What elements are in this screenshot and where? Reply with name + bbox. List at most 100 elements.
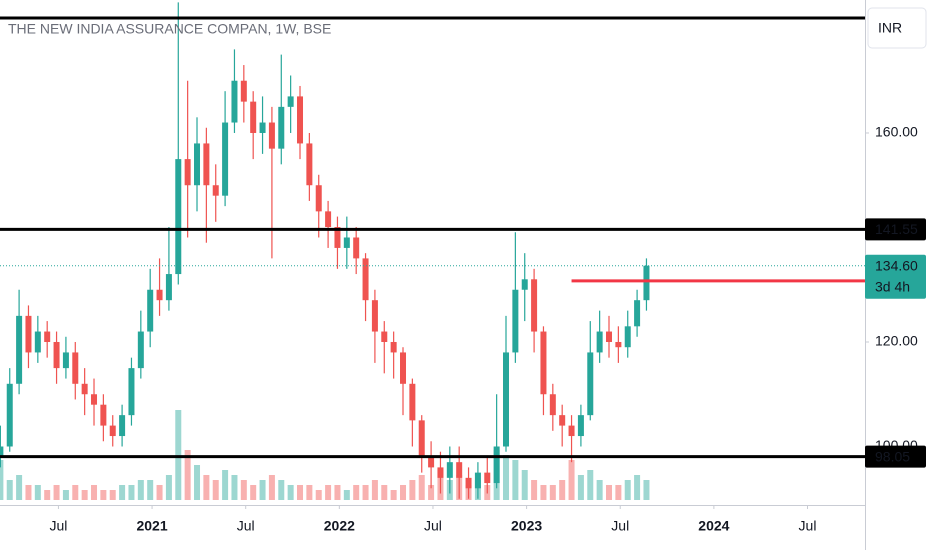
candle-body	[343, 237, 350, 248]
candle-body	[484, 472, 491, 484]
candle-body	[540, 331, 547, 395]
x-tick-label: Jul	[49, 518, 67, 534]
volume-bar	[400, 485, 407, 500]
volume-bar	[503, 455, 510, 500]
volume-bar	[606, 485, 613, 500]
candle-body	[194, 143, 201, 186]
candle-body	[306, 143, 313, 186]
currency-box[interactable]	[867, 7, 927, 49]
price-label: 141.55	[875, 221, 918, 237]
y-tick-label: 160.00	[875, 124, 918, 140]
candle-body	[259, 122, 266, 133]
candle-body	[297, 96, 304, 144]
candle-body	[390, 341, 397, 353]
volume-bar	[25, 485, 32, 500]
candle-body	[62, 352, 69, 369]
volume-bar	[315, 490, 322, 500]
candle-body	[240, 80, 247, 102]
candle-body	[474, 472, 481, 489]
volume-bar	[521, 470, 528, 500]
volume-bar	[212, 480, 219, 500]
last-price-box	[865, 254, 926, 299]
candle-body	[362, 258, 369, 301]
candle-body	[268, 122, 275, 149]
volume-bar	[62, 490, 69, 500]
x-tick-label: Jul	[424, 518, 442, 534]
volume-bar	[615, 485, 622, 500]
candle-body	[109, 425, 116, 437]
candle-body	[559, 415, 566, 426]
candle-body	[503, 352, 510, 447]
volume-bar	[512, 460, 519, 500]
candle-body	[615, 341, 622, 348]
candle-body	[493, 446, 500, 484]
candle-body	[231, 80, 238, 123]
volume-bar	[306, 485, 313, 500]
candle-body	[156, 289, 163, 301]
volume-bar	[577, 475, 584, 500]
volume-bar	[428, 485, 435, 500]
candle-body	[521, 279, 528, 290]
candle-body	[100, 404, 107, 426]
candle-body	[6, 383, 13, 447]
volume-bar	[381, 485, 388, 500]
candle-body	[91, 394, 98, 405]
candle-body	[381, 331, 388, 342]
currency[interactable]: INR	[878, 20, 902, 36]
volume-bar	[147, 480, 154, 500]
volume-bar	[268, 475, 275, 500]
candle-body	[353, 237, 360, 259]
candle-body	[577, 415, 584, 437]
volume-bar	[91, 485, 98, 500]
candle-body	[165, 274, 172, 301]
volume-bar	[371, 480, 378, 500]
countdown-label: 3d 4h	[875, 278, 910, 294]
volume-bar	[297, 485, 304, 500]
candle-body	[465, 477, 472, 489]
x-tick-label: 2022	[324, 518, 355, 534]
volume-bar	[203, 475, 210, 500]
candle-body	[137, 331, 144, 369]
candle-body	[596, 331, 603, 353]
candle-body	[34, 331, 41, 353]
candle-body	[72, 352, 79, 384]
volume-bar	[624, 480, 631, 500]
volume-bar	[165, 475, 172, 500]
volume-bar	[81, 490, 88, 500]
volume-bar	[634, 475, 641, 500]
volume-bar	[72, 485, 79, 500]
volume-bar	[362, 485, 369, 500]
volume-bar	[343, 490, 350, 500]
volume-bar	[353, 485, 360, 500]
price-label-box	[865, 218, 926, 241]
candle-body	[531, 279, 538, 332]
volume-bar	[109, 490, 116, 500]
candle-body	[212, 185, 219, 196]
candle-body	[409, 383, 416, 421]
price-label: 98.05	[875, 448, 910, 464]
candle-body	[568, 425, 575, 437]
x-tick-label: Jul	[799, 518, 817, 534]
candle-body	[147, 289, 154, 332]
volume-bar	[390, 490, 397, 500]
volume-bar	[549, 485, 556, 500]
candle-body	[446, 462, 453, 478]
candle-body	[175, 159, 182, 275]
candle-body	[250, 101, 257, 133]
overlay	[0, 16, 865, 459]
candle-body	[25, 315, 32, 353]
candle-body	[643, 265, 650, 301]
candle-body	[81, 383, 88, 395]
candle-body	[549, 394, 556, 416]
candle-body	[184, 159, 191, 186]
candle-body	[371, 300, 378, 332]
chart-title: THE NEW INDIA ASSURANCE COMPAN, 1W, BSE	[8, 21, 331, 37]
volume-bar	[128, 485, 135, 500]
volume-bar	[278, 480, 285, 500]
candle-body	[606, 331, 613, 342]
candle-body	[16, 315, 23, 384]
candle-body	[0, 446, 4, 457]
y-tick-label: 120.00	[875, 333, 918, 349]
last-price-label: 134.60	[875, 257, 918, 273]
